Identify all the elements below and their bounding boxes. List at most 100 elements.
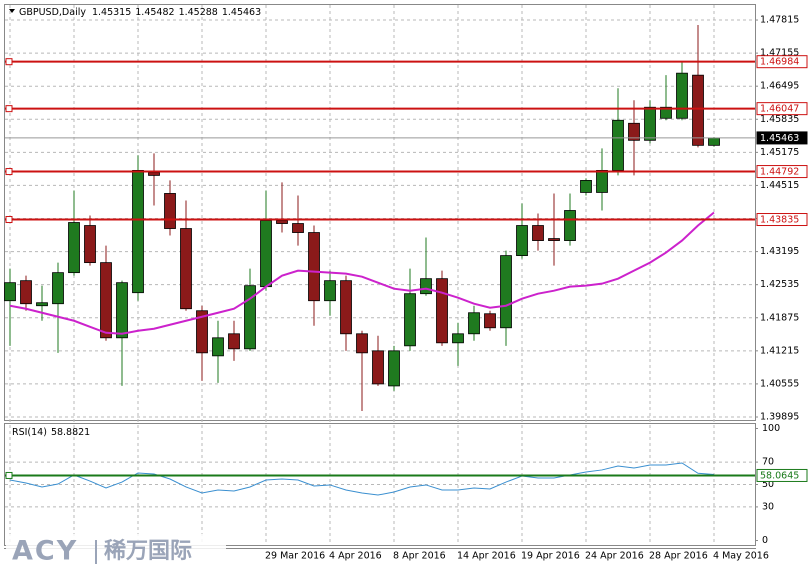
level-label-box (756, 165, 808, 179)
candle-body (276, 220, 288, 224)
candle-body (100, 262, 112, 339)
candle-body (324, 280, 336, 302)
x-tick-label: 14 Apr 2016 (457, 551, 516, 562)
candle-body (212, 337, 224, 357)
x-tick-label: 8 Apr 2016 (393, 551, 446, 562)
candle-body (244, 285, 256, 350)
open-value: 1.45315 (92, 7, 131, 18)
level-label: 1.46047 (760, 104, 799, 115)
candle-body (180, 228, 192, 310)
y-tick-label: 1.41875 (760, 312, 799, 323)
level-handle (5, 168, 13, 176)
candle-body (660, 106, 672, 119)
candle-body (4, 282, 16, 302)
x-tick-label: 28 Apr 2016 (649, 551, 708, 562)
chart-title: GBPUSD,Daily (19, 7, 86, 18)
candle-body (148, 172, 160, 176)
high-value: 1.45482 (135, 7, 174, 18)
level-label-box (756, 468, 808, 482)
logo-brand: ACY (12, 536, 78, 567)
level-handle (5, 471, 13, 479)
logo-background (6, 534, 226, 570)
logo-name: 稀万国际 (104, 538, 192, 564)
candle-body (628, 122, 640, 141)
rsi-line (9, 462, 715, 496)
y-tick-label: 1.47815 (760, 15, 799, 26)
main-panel (4, 4, 756, 421)
candle-body (20, 280, 32, 305)
candle-body (36, 302, 48, 307)
candle-body (548, 238, 560, 241)
level-handle (5, 216, 13, 224)
level-label: 58.0645 (760, 470, 799, 481)
candle-body (356, 333, 368, 354)
candle-body (500, 255, 512, 329)
candle-body (708, 137, 720, 146)
candle-body (308, 232, 320, 302)
y-tick-label: 30 (762, 501, 774, 512)
candle-body (84, 225, 96, 264)
candle-body (420, 278, 432, 295)
rsi-title: RSI(14) (12, 427, 47, 438)
chart-header: GBPUSD,Daily 1.45315 1.45482 1.45288 1.45463 (19, 7, 261, 18)
candle-body (340, 280, 352, 335)
y-tick-label: 1.40555 (760, 378, 799, 389)
logo: ACY 稀万国际 (6, 534, 226, 570)
y-tick-label: 1.43195 (760, 246, 799, 257)
y-tick-label: 1.41215 (760, 345, 799, 356)
candle-body (52, 272, 64, 305)
level-label: 1.44792 (760, 167, 799, 178)
candle-body (68, 222, 80, 274)
y-tick-label: 50 (762, 479, 774, 490)
candle-body (164, 193, 176, 229)
price-label-box (756, 131, 808, 145)
y-tick-label: 100 (762, 423, 780, 434)
rsi-header: RSI(14) 58.8821 (12, 427, 90, 438)
x-tick-label: 19 Apr 2016 (521, 551, 580, 562)
candle-body (436, 278, 448, 344)
level-label: 1.43835 (760, 215, 799, 226)
y-tick-label: 1.46495 (760, 81, 799, 92)
y-tick-label: 1.45175 (760, 147, 799, 158)
level-label-box (756, 102, 808, 116)
y-tick-label: 70 (762, 457, 774, 468)
candle-body (612, 119, 624, 171)
y-tick-label: 1.47155 (760, 48, 799, 59)
y-tick-label: 1.45835 (760, 114, 799, 125)
candle-body (388, 350, 400, 387)
level-label: 1.46984 (760, 57, 799, 68)
candle-body (132, 169, 144, 294)
candle-body (116, 282, 128, 339)
plot: 29 Mar 2016 4 Apr 2016 8 Apr 2016 14 Apr 20… (4, 5, 799, 562)
x-tick-label: 24 Apr 2016 (585, 551, 644, 562)
level-label-box (756, 55, 808, 69)
y-tick-label: 1.44515 (760, 180, 799, 191)
candle-body (484, 313, 496, 329)
close-value: 1.45463 (222, 7, 261, 18)
candle-body (596, 169, 608, 193)
candle-body (196, 310, 208, 354)
candle-body (692, 74, 704, 146)
candle-body (468, 312, 480, 335)
candle-body (564, 210, 576, 241)
candle-body (532, 225, 544, 241)
level-label-box (756, 213, 808, 227)
candle-body (644, 106, 656, 141)
candle-body (580, 180, 592, 193)
candle-body (228, 333, 240, 350)
candle-body (404, 293, 416, 347)
rsi-value: 58.8821 (51, 427, 90, 438)
candle-body (372, 350, 384, 385)
y-tick-label: 1.39895 (760, 411, 799, 422)
menu-arrow (9, 9, 15, 13)
level-handle (5, 105, 13, 113)
candle-body (676, 72, 688, 119)
low-value: 1.45288 (179, 7, 218, 18)
candle-body (516, 225, 528, 257)
x-tick-label: 4 May 2016 (713, 551, 769, 562)
price-label: 1.45463 (760, 133, 799, 144)
x-tick-label: 4 Apr 2016 (329, 551, 382, 562)
y-tick-label: 0 (762, 535, 768, 546)
level-handle (5, 58, 13, 66)
